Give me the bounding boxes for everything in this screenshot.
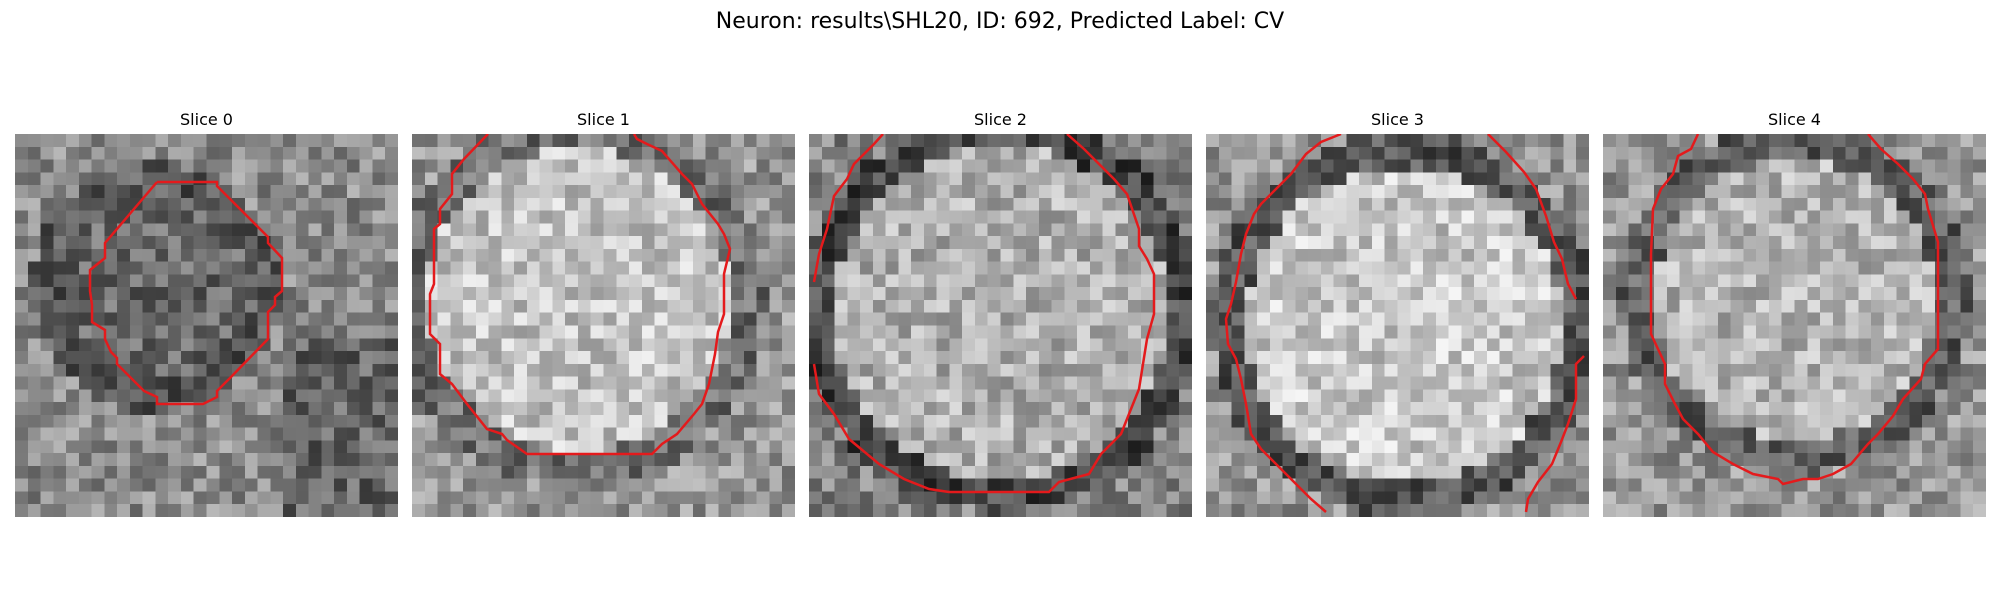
slice-image-4: [1603, 134, 1986, 517]
slice-panel-3: Slice 3: [1206, 110, 1589, 517]
contour-outline: [812, 134, 884, 283]
slice-title-1: Slice 1: [577, 110, 630, 129]
slice-image-1: [412, 134, 795, 517]
slice-panel-4: Slice 4: [1603, 110, 1986, 517]
slice-title-0: Slice 0: [180, 110, 233, 129]
contour-outline: [1524, 355, 1585, 513]
slice-title-4: Slice 4: [1768, 110, 1821, 129]
slice-image-0: [15, 134, 398, 517]
slice-title-2: Slice 2: [974, 110, 1027, 129]
slice-pixels-3: [1206, 134, 1589, 517]
slice-contour-svg-2: [812, 134, 1156, 494]
contour-outline: [1224, 134, 1342, 513]
contour-outline: [428, 134, 732, 456]
contour-outline: [1649, 134, 1940, 486]
slice-contour-svg-1: [428, 134, 732, 456]
contour-outline: [88, 180, 284, 406]
slice-panel-0: Slice 0: [15, 110, 398, 517]
slice-panel-2: Slice 2: [809, 110, 1192, 517]
figure-title: Neuron: results\SHL20, ID: 692, Predicte…: [715, 9, 1285, 34]
slice-panel-1: Slice 1: [412, 110, 795, 517]
slice-title-3: Slice 3: [1371, 110, 1424, 129]
slice-contour-svg-0: [88, 180, 284, 406]
slice-image-3: [1206, 134, 1589, 517]
contour-outline: [1487, 134, 1578, 300]
slice-pixels-4: [1603, 134, 1986, 517]
slice-image-2: [809, 134, 1192, 517]
slice-pixels-0: [15, 134, 398, 517]
slice-contour-svg-3: [1224, 134, 1585, 513]
slice-contour-svg-4: [1649, 134, 1940, 486]
contour-outline: [812, 134, 1156, 494]
